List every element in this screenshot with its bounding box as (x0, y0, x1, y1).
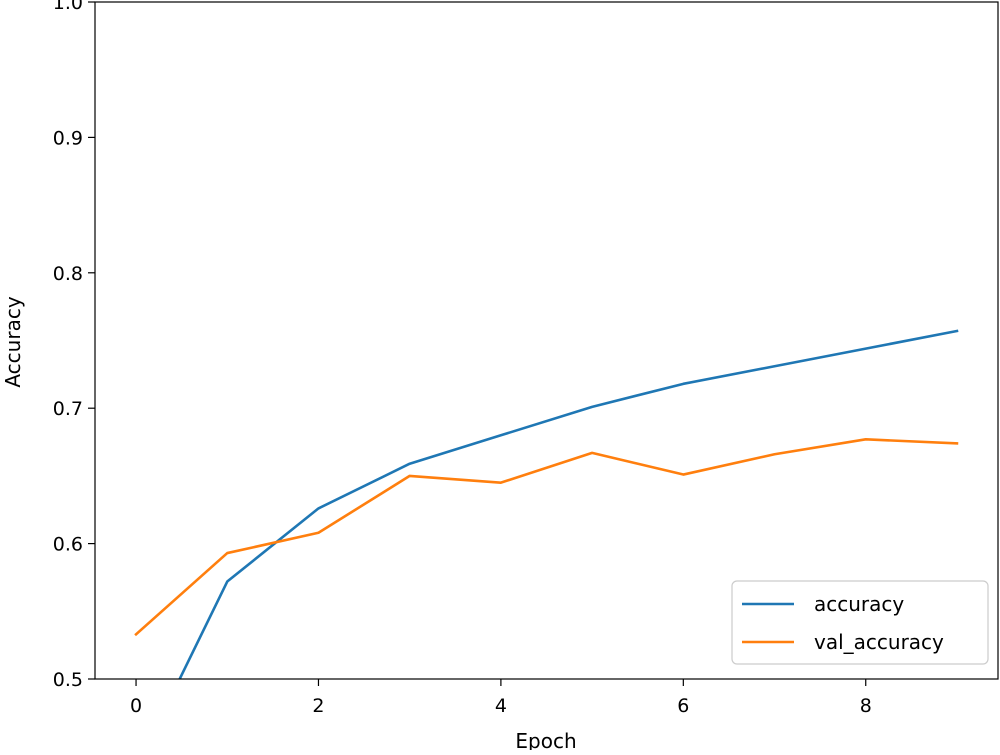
x-tick-label: 8 (860, 695, 872, 717)
series-line-val-accuracy (134, 438, 959, 637)
legend-label: val_accuracy (814, 630, 944, 654)
y-tick-label: 0.9 (53, 127, 83, 149)
legend-box (731, 580, 989, 665)
y-tick-label: 0.8 (53, 263, 83, 285)
x-axis-label: Epoch (515, 729, 576, 750)
x-tick-label: 2 (312, 695, 324, 717)
x-tick-label: 0 (130, 695, 142, 717)
y-tick-label: 1.0 (53, 0, 83, 14)
x-tick-label: 6 (677, 695, 689, 717)
legend: accuracy val_accuracy (731, 580, 989, 665)
y-tick-label: 0.7 (53, 398, 83, 420)
x-tick-label: 4 (495, 695, 507, 717)
y-tick-label: 0.5 (53, 669, 83, 691)
y-tick-label: 0.6 (53, 534, 83, 556)
series-line-accuracy (178, 329, 959, 679)
legend-label: accuracy (814, 592, 904, 616)
y-axis-label: Accuracy (1, 296, 25, 387)
plot-frame (94, 1, 999, 680)
